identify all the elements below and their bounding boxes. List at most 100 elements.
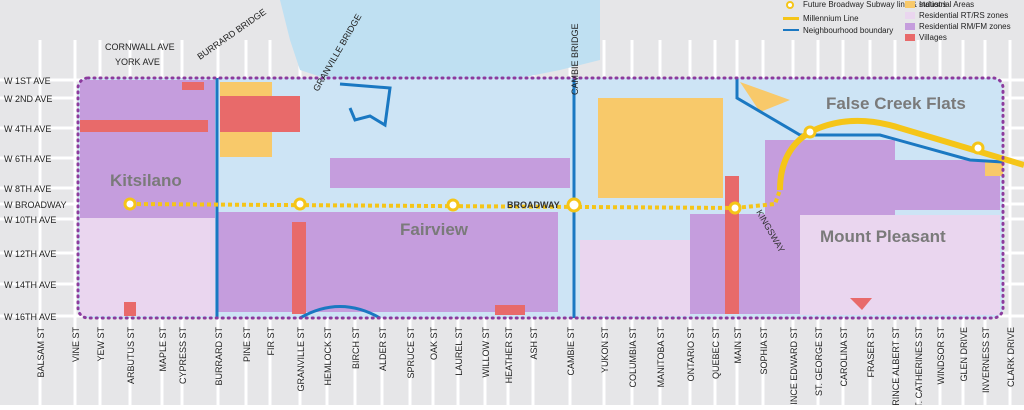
street-label: ALDER ST (378, 327, 388, 372)
street-label: PINE ST (242, 327, 252, 363)
street-label: WINDSOR ST (936, 326, 946, 384)
street-label: OAK ST (429, 327, 439, 361)
street-label: GLEN DRIVE (959, 327, 969, 382)
village (725, 176, 739, 314)
avenue-label: W 6TH AVE (4, 154, 51, 164)
plan-boundary (76, 76, 1005, 320)
avenue-label: W 14TH AVE (4, 280, 56, 290)
legend-swatch (905, 1, 915, 8)
zone-rm (218, 212, 558, 312)
zone-rt (580, 240, 690, 316)
street-label: MAPLE ST (158, 327, 168, 372)
street-label: LAUREL ST (454, 327, 464, 376)
avenue-label: W 16TH AVE (4, 312, 56, 322)
street-label: WILLOW ST (481, 327, 491, 378)
road-label: BROADWAY (507, 200, 560, 210)
street-label: YUKON ST (600, 327, 610, 374)
legend-swatch (783, 29, 799, 31)
station (728, 201, 742, 215)
boundary (299, 305, 381, 320)
area-label: Fairview (400, 220, 469, 239)
legend-label: Residential RT/RS zones (919, 11, 1008, 20)
avenue-label: W 8TH AVE (4, 184, 51, 194)
street-label: YEW ST (96, 327, 106, 362)
street-label: ST. GEORGE ST (814, 327, 824, 397)
legend-label: Industrial Areas (919, 0, 974, 9)
legend-label: Villages (919, 33, 947, 42)
labels: W 1ST AVE W 2ND AVE W 4TH AVE W 6TH AVE W 8T… (4, 0, 1016, 410)
zone-rm (690, 214, 800, 314)
street-name: YORK AVE (115, 57, 160, 67)
street-label: PRINCE ALBERT ST (891, 327, 901, 405)
village (495, 305, 525, 315)
zone-rm (330, 158, 570, 188)
street-label: ST. CATHERINES ST (914, 327, 924, 405)
water (280, 0, 600, 82)
street-label: CAMBIE ST (566, 327, 576, 376)
street-label: CAROLINA ST (839, 326, 849, 386)
street-label: CYPRESS ST (178, 326, 188, 384)
street-label: COLUMBIA ST (628, 327, 638, 388)
street-label: FIR ST (266, 326, 276, 355)
legend-label: Neighbourhood boundary (803, 26, 893, 35)
legend-swatch (783, 17, 799, 20)
street-label: CLARK DRIVE (1006, 327, 1016, 387)
area-label: False Creek Flats (826, 94, 966, 113)
avenue-label: W 2ND AVE (4, 94, 52, 104)
avenue-label: W 10TH AVE (4, 215, 56, 225)
legend-swatch (786, 1, 794, 9)
street-label: HEATHER ST (504, 327, 514, 384)
street-label: SOPHIA ST (759, 326, 769, 374)
shoreline (339, 82, 392, 128)
industrial (740, 82, 790, 112)
avenue-label: W 12TH AVE (4, 249, 56, 259)
legend-label: Future Broadway Subway line & stations (803, 0, 947, 9)
legend-label: Millennium Line (803, 14, 859, 23)
village (292, 222, 306, 314)
street-label: QUEBEC ST (711, 327, 721, 380)
village (124, 302, 136, 316)
avenue-label: W 1ST AVE (4, 76, 51, 86)
subway-line (129, 202, 736, 210)
street-name: CORNWALL AVE (105, 42, 175, 52)
street-label: INVERNESS ST (981, 326, 991, 393)
station (803, 125, 817, 139)
street-label: ASH ST (529, 327, 539, 360)
street-label: FRASER ST (866, 327, 876, 378)
area-label: Kitsilano (110, 171, 182, 190)
village (850, 298, 872, 310)
village (80, 120, 208, 132)
street-label: PRINCE EDWARD ST (789, 326, 799, 405)
legend-swatch (905, 12, 915, 19)
street-label: MANITOBA ST (656, 327, 666, 388)
station (566, 197, 582, 213)
avenue-label: W BROADWAY (4, 200, 67, 210)
street-label: VINE ST (71, 327, 81, 363)
legend-label: Residential RM/FM zones (919, 22, 1011, 31)
station (446, 198, 460, 212)
station (293, 197, 307, 211)
area-label: Mount Pleasant (820, 227, 946, 246)
zone-rt (80, 218, 215, 316)
boundary (735, 78, 1004, 164)
legend-swatch (905, 34, 915, 41)
street-label: HEMLOCK ST (323, 327, 333, 386)
village (182, 82, 204, 90)
bridge-label: CAMBIE BRIDGE (570, 23, 580, 95)
street-label: ARBUTUS ST (126, 327, 136, 385)
zone-rm (895, 160, 1000, 210)
street-label: BALSAM ST (36, 326, 46, 377)
street-label: BIRCH ST (351, 327, 361, 370)
zone-rt (800, 215, 1000, 315)
zone-rm (765, 140, 895, 215)
street-label: BURRARD ST (214, 327, 224, 386)
street-label: GRANVILLE ST (296, 327, 306, 392)
subway-line (734, 189, 782, 210)
station (971, 141, 985, 155)
village (220, 96, 300, 132)
avenue-label: W 4TH AVE (4, 124, 51, 134)
street-label: ONTARIO ST (686, 327, 696, 382)
industrial (985, 162, 1003, 176)
stations (123, 125, 985, 215)
